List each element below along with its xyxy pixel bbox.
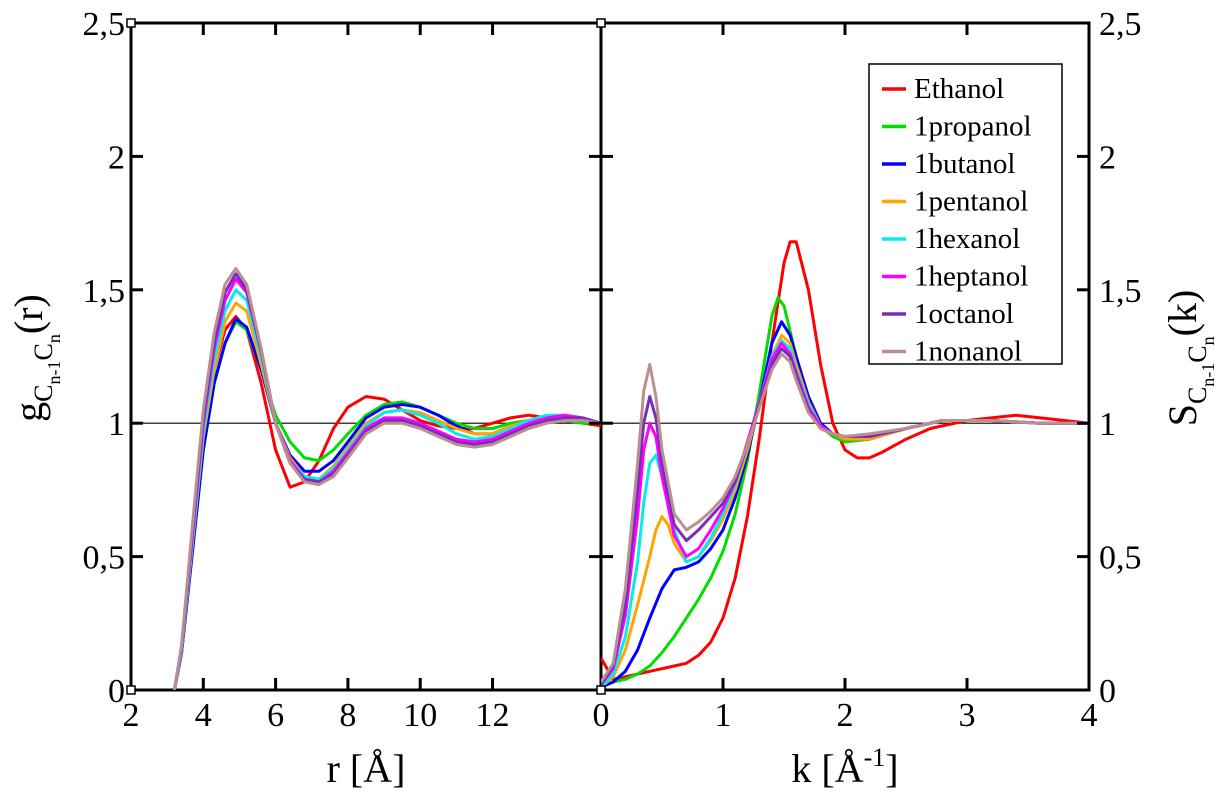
- right-y-tick-label: 1: [1099, 406, 1116, 443]
- right-x-tick-label: 2: [837, 697, 854, 734]
- left-y-label-sub2sub: n: [44, 334, 64, 343]
- right-y-tick-label: 0,5: [1099, 540, 1142, 577]
- left-y-label-sub1sub: n-1: [44, 360, 64, 384]
- legend-label: 1propanol: [914, 111, 1032, 143]
- left-series-1hexanol: [172, 288, 601, 690]
- right-x-axis-label-close: ]: [885, 746, 898, 791]
- left-series-1octanol: [172, 272, 601, 690]
- left-x-tick-label: 8: [339, 697, 356, 734]
- left-series-1butanol: [172, 317, 601, 690]
- legend-item-1heptanol: 1heptanol: [882, 261, 1028, 293]
- left-x-axis-label: r [Å]: [327, 746, 406, 791]
- left-ticks-group: 2 4 6 8 10 12 0 0,5 1 1,5 2 2,5: [83, 6, 601, 734]
- legend-label: 1octanol: [914, 298, 1014, 330]
- corner-marker-bottom-mid: [596, 685, 606, 695]
- left-x-tick-label: 4: [195, 697, 212, 734]
- right-y-label-sub2sub: n: [1198, 336, 1218, 345]
- right-x-tick-label: 1: [715, 697, 732, 734]
- left-y-label-sub1: C: [29, 384, 58, 401]
- legend-item-1butanol: 1butanol: [882, 148, 1016, 180]
- right-series-group: [601, 240, 1089, 689]
- right-y-label-main: S: [1160, 404, 1205, 426]
- legend-label: Ethanol: [914, 73, 1004, 105]
- right-y-label-sub1: C: [1183, 387, 1212, 404]
- right-x-tick-label: 3: [959, 697, 976, 734]
- left-y-label-suffix: (r): [6, 294, 51, 334]
- left-series-1propanol: [172, 320, 601, 690]
- legend-label: 1heptanol: [914, 261, 1028, 293]
- legend: Ethanol 1propanol 1butanol 1pentanol 1hexano…: [868, 63, 1063, 368]
- left-y-label-sub2: C: [29, 343, 58, 360]
- right-series-1nonanol: [601, 352, 1089, 683]
- legend-item-1octanol: 1octanol: [882, 298, 1014, 330]
- left-x-tick-label: 12: [476, 697, 510, 734]
- left-y-tick-label: 0: [108, 673, 125, 710]
- right-y-tick-label: 0: [1099, 673, 1116, 710]
- corner-marker-top-left: [126, 18, 136, 28]
- left-series-1pentanol: [172, 301, 601, 690]
- right-y-label-suffix: (k): [1160, 290, 1205, 337]
- legend-item-1hexanol: 1hexanol: [882, 223, 1020, 255]
- legend-label: 1hexanol: [914, 223, 1020, 255]
- left-y-tick-label: 0,5: [83, 540, 126, 577]
- left-y-tick-label: 1,5: [83, 273, 126, 310]
- left-series-ethanol: [172, 315, 601, 690]
- right-x-axis-label-sup: -1: [864, 743, 886, 772]
- right-y-tick-label: 2: [1099, 139, 1116, 176]
- legend-item-ethanol: Ethanol: [882, 73, 1004, 105]
- corner-marker-bottom-left: [126, 685, 136, 695]
- right-y-tick-label: 2,5: [1099, 6, 1142, 43]
- left-y-tick-label: 1: [108, 406, 125, 443]
- right-series-ethanol: [601, 240, 1089, 681]
- right-series-1butanol: [601, 320, 1089, 689]
- left-series-1heptanol: [172, 277, 601, 690]
- legend-item-1nonanol: 1nonanol: [882, 336, 1022, 368]
- right-ticks-group: 0 1 2 3 400,511,522,5: [593, 6, 1142, 734]
- legend-label: 1pentanol: [914, 186, 1028, 218]
- left-y-tick-label: 2,5: [83, 6, 126, 43]
- right-y-axis-label: SCn-1Cn(k): [1160, 290, 1218, 427]
- right-x-tick-label: 4: [1081, 697, 1098, 734]
- legend-label: 1nonanol: [914, 336, 1022, 368]
- left-x-tick-label: 6: [267, 697, 284, 734]
- left-y-axis-label: gCn-1Cn(r): [6, 294, 64, 422]
- left-series-group: [172, 267, 601, 690]
- left-y-label-main: g: [6, 402, 51, 422]
- left-y-tick-label: 2: [108, 139, 125, 176]
- right-y-label-sub1sub: n-1: [1198, 363, 1218, 387]
- left-series-1nonanol: [172, 267, 601, 690]
- left-x-tick-label: 10: [403, 697, 437, 734]
- legend-item-1propanol: 1propanol: [882, 111, 1032, 143]
- right-x-axis-label-main: k [Å: [791, 746, 863, 791]
- legend-label: 1butanol: [914, 148, 1016, 180]
- right-y-label-sub2: C: [1183, 345, 1212, 362]
- right-y-tick-label: 1,5: [1099, 273, 1142, 310]
- left-x-tick-label: 2: [123, 697, 140, 734]
- right-x-tick-label: 0: [593, 697, 610, 734]
- left-plot-frame: [129, 21, 603, 692]
- right-x-axis-label: k [Å-1]: [791, 743, 898, 791]
- legend-item-1pentanol: 1pentanol: [882, 186, 1028, 218]
- corner-marker-top-mid: [596, 18, 606, 28]
